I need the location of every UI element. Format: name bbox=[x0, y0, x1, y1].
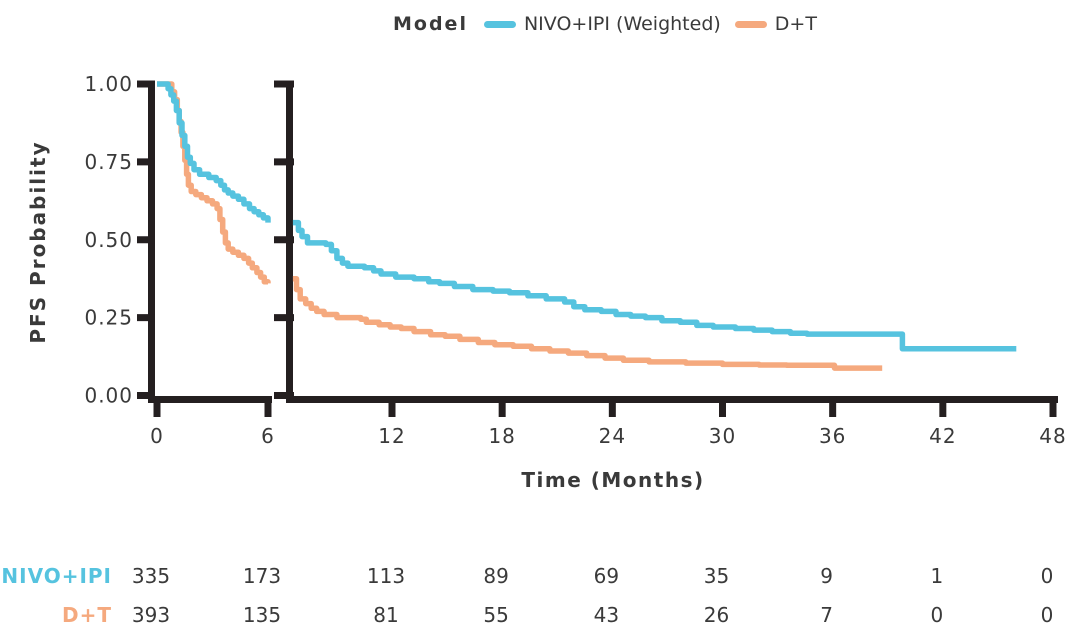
legend-item: NIVO+IPI (Weighted) bbox=[483, 13, 721, 35]
km-plot-area: 1.00 0.75 0.50 0.25 0.00 0 6 12 18 24 30 36 42 48 bbox=[84, 72, 1066, 448]
legend-items: NIVO+IPI (Weighted) D+T bbox=[483, 13, 831, 35]
x-tick bbox=[388, 396, 396, 417]
risk-value: 89 bbox=[483, 564, 509, 588]
risk-value: 0 bbox=[930, 603, 944, 627]
y-tick-label: 0.25 bbox=[84, 306, 133, 330]
x-tick-label: 42 bbox=[929, 424, 956, 448]
y-tick-label: 1.00 bbox=[84, 72, 133, 96]
x-tick bbox=[153, 396, 161, 417]
x-tick bbox=[1049, 396, 1057, 417]
x-tick bbox=[498, 396, 506, 417]
x-tick-label: 24 bbox=[599, 424, 626, 448]
risk-table-row: NIVO+IPI 335 173 113 89 69 35 9 1 0 bbox=[0, 564, 1080, 590]
legend-title: Model bbox=[393, 13, 468, 35]
risk-value: 1 bbox=[930, 564, 944, 588]
risk-value: 43 bbox=[593, 603, 620, 627]
risk-row-label: D+T bbox=[61, 603, 112, 627]
y-tick-left bbox=[137, 236, 155, 244]
risk-value: 69 bbox=[593, 564, 620, 588]
risk-value: 393 bbox=[131, 603, 171, 627]
legend-item: D+T bbox=[734, 13, 817, 35]
x-tick bbox=[608, 396, 616, 417]
km-curve-NIVO+IPI (Weighted) bbox=[157, 81, 271, 223]
km-curve-NIVO+IPI (Weighted) bbox=[292, 219, 1017, 352]
x-tick-label: 12 bbox=[378, 424, 405, 448]
x-axis-title: Time (Months) bbox=[521, 468, 705, 492]
risk-value: 26 bbox=[703, 603, 730, 627]
risk-value: 0 bbox=[1040, 564, 1054, 588]
x-tick bbox=[829, 396, 837, 417]
x-tick-label: 18 bbox=[488, 424, 515, 448]
risk-value: 9 bbox=[820, 564, 834, 588]
y-tick-left bbox=[137, 80, 155, 88]
x-tick bbox=[719, 396, 726, 417]
risk-value: 55 bbox=[483, 603, 509, 627]
risk-value: 7 bbox=[820, 603, 834, 627]
x-tick bbox=[939, 396, 947, 417]
risk-value: 81 bbox=[373, 603, 399, 627]
y-tick-right bbox=[274, 80, 294, 88]
risk-value: 335 bbox=[131, 564, 171, 588]
y-tick-left bbox=[137, 392, 155, 399]
km-curve-D+T bbox=[292, 275, 883, 371]
x-tick bbox=[264, 396, 272, 417]
legend-item-label: NIVO+IPI (Weighted) bbox=[523, 13, 721, 35]
y-tick-left bbox=[137, 314, 155, 322]
risk-table-row: D+T 393 135 81 55 43 26 7 0 0 bbox=[0, 603, 1080, 629]
y-tick-label: 0.75 bbox=[84, 150, 133, 174]
y-tick-right bbox=[274, 392, 294, 399]
chart-legend: Model NIVO+IPI (Weighted) D+T bbox=[393, 13, 831, 35]
x-tick-label: 36 bbox=[819, 424, 846, 448]
risk-value: 113 bbox=[366, 564, 406, 588]
x-tick-label: 48 bbox=[1039, 424, 1066, 448]
legend-swatch-icon bbox=[734, 20, 767, 28]
x-tick-label: 30 bbox=[709, 424, 736, 448]
risk-value: 135 bbox=[242, 603, 282, 627]
legend-swatch-icon bbox=[483, 20, 516, 28]
left-x-axis-line bbox=[148, 396, 272, 403]
risk-value: 173 bbox=[242, 564, 282, 588]
risk-value: 35 bbox=[703, 564, 730, 588]
risk-value: 0 bbox=[1040, 603, 1054, 627]
legend-item-label: D+T bbox=[774, 13, 817, 35]
y-tick-right bbox=[274, 158, 294, 166]
y-tick-left bbox=[137, 158, 155, 166]
y-tick-right bbox=[274, 236, 294, 244]
y-tick-right bbox=[274, 314, 294, 322]
y-tick-label: 0.00 bbox=[84, 384, 133, 408]
right-x-axis-line bbox=[286, 396, 1058, 403]
x-tick-label: 0 bbox=[150, 424, 164, 448]
x-tick-label: 6 bbox=[261, 424, 275, 448]
y-tick-label: 0.50 bbox=[84, 228, 133, 252]
risk-row-label: NIVO+IPI bbox=[1, 564, 112, 588]
